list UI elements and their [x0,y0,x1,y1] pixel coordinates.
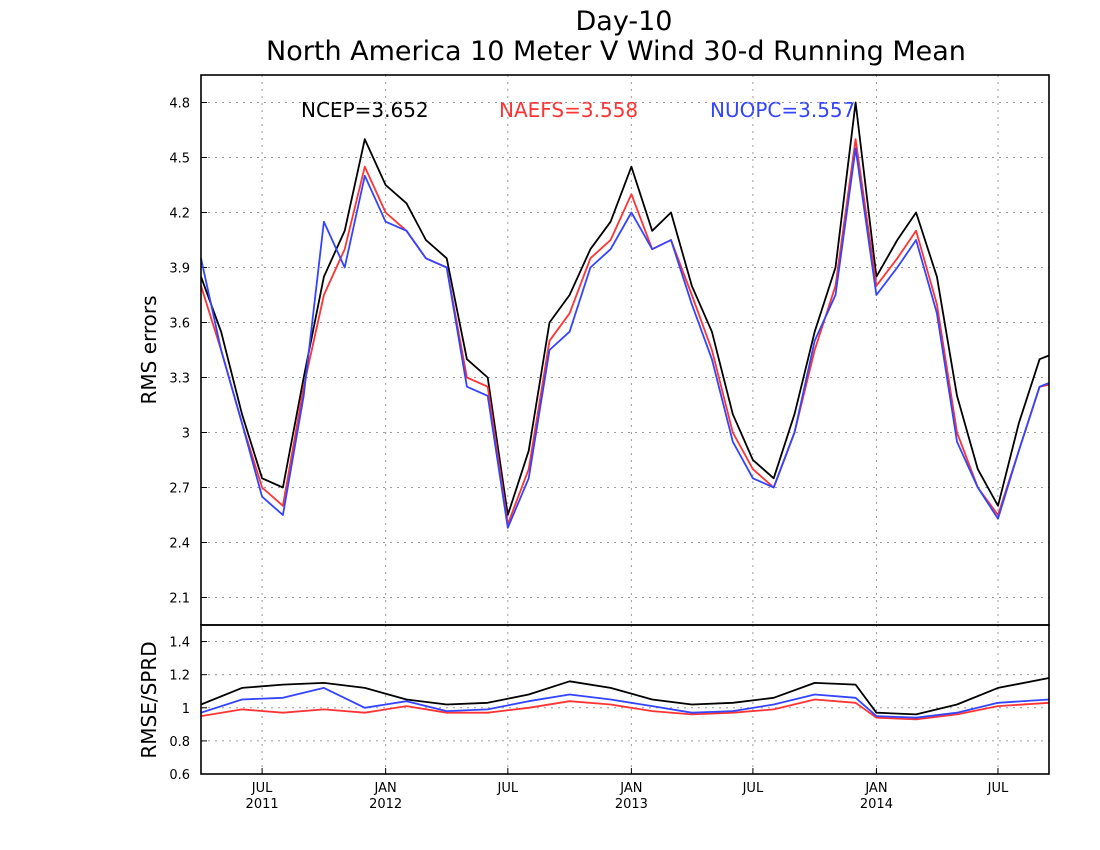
x-tick-month: JAN [374,781,397,796]
main-series-lines [200,101,1050,529]
ratio-gridlines [201,625,1049,775]
ratio-y-tick-label: 0.8 [169,735,190,750]
x-tick-month: JUL [497,781,519,796]
chart-subtitle: North America 10 Meter V Wind 30-d Runni… [266,36,966,67]
main-y-tick-label: 4.2 [169,207,190,222]
legend-nuopc: NUOPC=3.557 [710,98,855,122]
main-y-tick-label: 3.3 [169,372,190,387]
x-tick-year: 2011 [246,797,279,812]
ratio-y-tick-label: 1.2 [169,669,190,684]
ratio-series-ncep [200,677,1050,716]
ratio-y-tick-label: 1.4 [169,636,190,651]
main-y-tick-label: 3.6 [169,317,190,332]
ratio-y-tick-label: 1 [182,702,190,717]
x-tick-year: 2013 [615,797,648,812]
main-y-tick-labels: 2.1 2.4 2.7 3 3.3 3.6 3.9 4.2 4.5 4.8 [169,97,190,607]
main-y-tick-label: 2.1 [169,592,190,607]
main-y-tick-label: 4.5 [169,152,190,167]
main-series-nuopc [200,147,1050,529]
main-y-tick-label: 2.4 [169,537,190,552]
x-tick-year: 2012 [369,797,402,812]
ratio-series-naefs [200,698,1050,721]
main-y-tick-label: 4.8 [169,97,190,112]
ratio-ylabel: RMSE/SPRD [137,641,161,758]
main-series-naefs [200,138,1050,526]
ratio-series-nuopc [200,687,1050,719]
chart-title: Day-10 [576,6,673,37]
x-tick-month: JAN [619,781,642,796]
x-tick-month: JAN [864,781,887,796]
main-series-ncep [200,101,1050,516]
main-ylabel: RMS errors [137,295,161,404]
ratio-y-tick-labels: 0.6 0.8 1 1.2 1.4 [169,636,190,783]
ratio-series-lines [200,677,1050,721]
main-y-tick-label: 3.9 [169,262,190,277]
x-tick-month: JUL [251,781,273,796]
ratio-y-tick-label: 0.6 [169,768,190,783]
main-y-tick-label: 3 [182,427,190,442]
x-tick-year: 2014 [860,797,893,812]
x-tick-month: JUL [742,781,764,796]
main-y-tick-label: 2.7 [169,482,190,497]
main-gridlines [201,75,1049,625]
ratio-plot-frame [200,624,1050,775]
legend-ncep: NCEP=3.652 [301,98,429,122]
legend-naefs: NAEFS=3.558 [499,98,638,122]
x-tick-month: JUL [987,781,1009,796]
